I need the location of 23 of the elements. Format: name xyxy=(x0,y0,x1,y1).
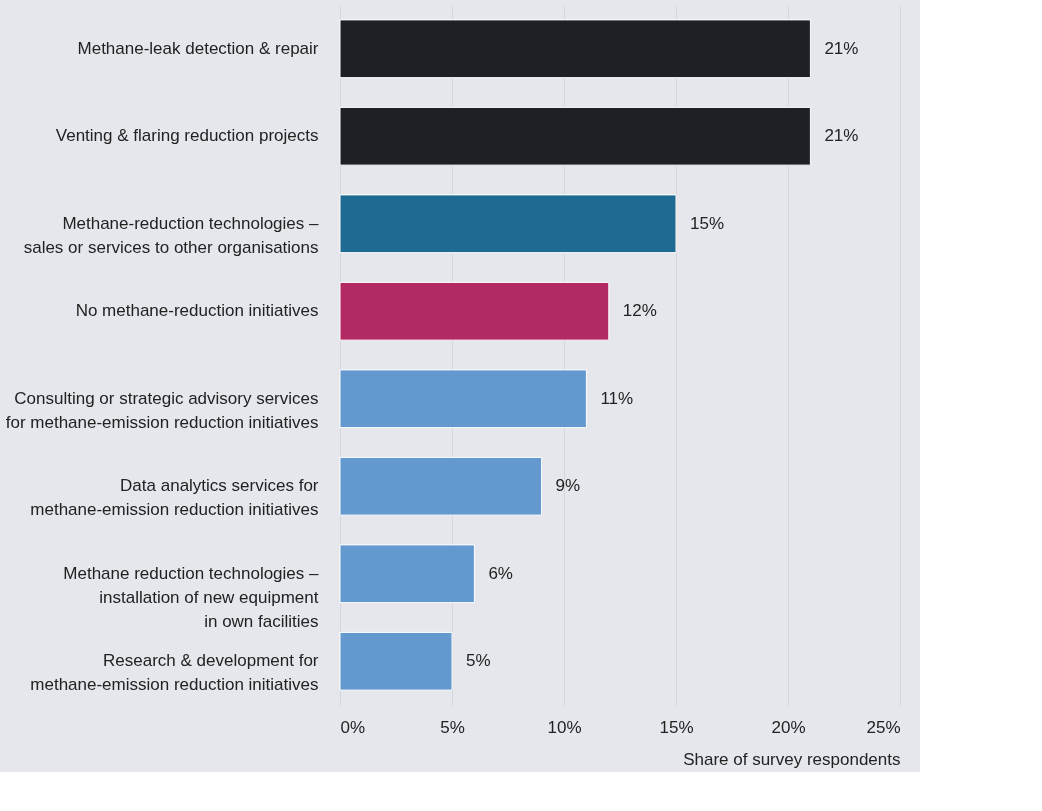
data-label: 12% xyxy=(622,301,657,321)
data-label: 5% xyxy=(466,651,491,671)
x-tick-label: 20% xyxy=(771,717,806,737)
x-tick-label: 5% xyxy=(440,717,465,737)
y-tick-label: No methane-reduction initiatives xyxy=(75,301,319,321)
y-tick-label: Research & development for methane-emission reduction initiatives xyxy=(30,651,319,695)
x-axis-title: Share of survey respondents xyxy=(683,749,901,769)
y-tick-label: Venting & flaring reduction projects xyxy=(55,126,319,146)
x-tick-label: 25% xyxy=(866,717,901,737)
data-label: 6% xyxy=(488,563,513,583)
x-tick-label: 10% xyxy=(547,717,582,737)
x-tick-label: 15% xyxy=(659,717,694,737)
data-label: 21% xyxy=(824,126,859,146)
data-label: 11% xyxy=(600,388,634,408)
y-tick-label: Data analytics services for methane-emission reduction initiatives xyxy=(30,476,319,520)
y-tick-label: Consulting or strategic advisory services for methane-emission reduction initiatives xyxy=(5,388,319,432)
x-tick-label: 0% xyxy=(340,717,366,737)
y-tick-label: Methane reduction technologies – installation of new equipment in own facilities xyxy=(63,563,320,631)
data-label: 9% xyxy=(555,476,581,496)
y-tick-label: Methane-reduction technologies – sales or services to other organisations xyxy=(23,213,320,257)
data-label: 15% xyxy=(690,213,725,233)
y-tick-label: Methane-leak detection & repair xyxy=(77,38,319,58)
data-label: 21% xyxy=(824,38,859,58)
